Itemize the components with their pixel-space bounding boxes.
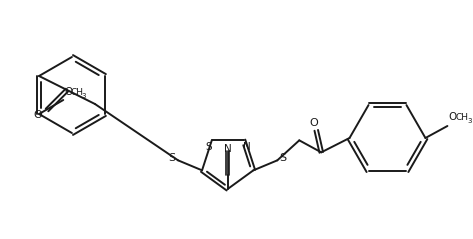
Text: S: S bbox=[206, 142, 212, 152]
Text: O: O bbox=[448, 112, 456, 122]
Text: S: S bbox=[280, 153, 287, 163]
Text: 3: 3 bbox=[81, 93, 86, 99]
Text: CH: CH bbox=[455, 113, 468, 122]
Text: N: N bbox=[224, 144, 232, 154]
Text: O: O bbox=[34, 110, 43, 120]
Text: O: O bbox=[64, 87, 72, 97]
Text: O: O bbox=[309, 118, 318, 128]
Text: S: S bbox=[168, 153, 175, 163]
Text: 3: 3 bbox=[467, 118, 472, 124]
Text: CH: CH bbox=[70, 88, 83, 97]
Text: N: N bbox=[243, 142, 250, 152]
